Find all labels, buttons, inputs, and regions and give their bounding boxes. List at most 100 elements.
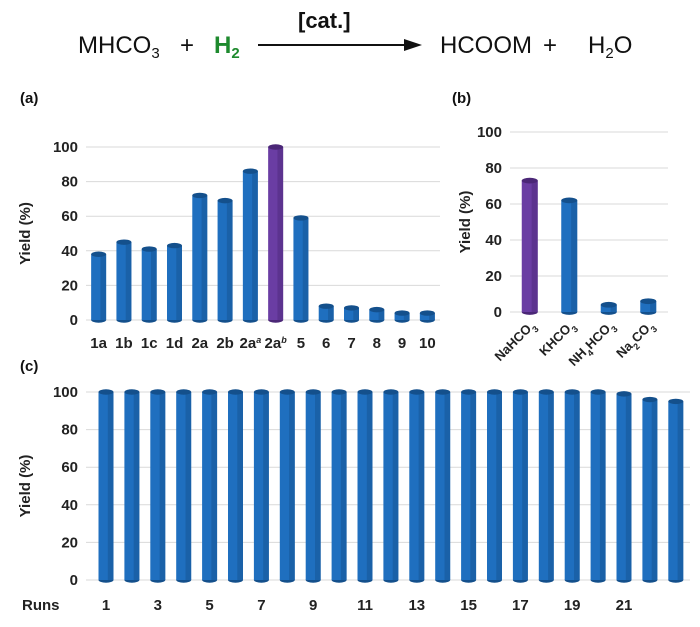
a-bar-shade xyxy=(302,217,309,320)
a-xtick-label: 6 xyxy=(322,335,330,352)
b-bar-body xyxy=(640,301,657,312)
a-bar-shade xyxy=(226,200,233,320)
a-bar-top xyxy=(344,305,359,311)
c-bar-shade xyxy=(574,392,580,580)
c-bar-body xyxy=(150,392,166,580)
a-bar xyxy=(344,305,359,323)
c-bar xyxy=(538,389,554,583)
a-bar xyxy=(217,197,233,323)
a-bar-shade xyxy=(403,313,410,320)
plus-sign-1: + xyxy=(180,32,195,59)
a-bar xyxy=(141,246,157,323)
a-xtick-base: 2a xyxy=(265,335,282,352)
a-bar-body xyxy=(192,195,208,320)
c-xlabel: Runs xyxy=(22,597,60,614)
a-xtick-base: 9 xyxy=(398,335,406,352)
c-bar-shade xyxy=(263,392,269,580)
c-bar xyxy=(331,389,347,583)
b-xtick-part: Na xyxy=(613,338,636,361)
a-bar-top xyxy=(242,168,258,174)
c-bar-body xyxy=(642,399,658,580)
a-bar-top xyxy=(167,242,182,249)
c-xtick-label: 13 xyxy=(408,597,425,614)
panel-label-c: (c) xyxy=(20,358,39,375)
c-bar-shade xyxy=(418,392,425,580)
b-xtick-label: Na2CO3 xyxy=(613,318,659,364)
b-bar xyxy=(600,301,617,315)
a-bar xyxy=(419,310,435,323)
c-ytick-label: 20 xyxy=(61,534,78,551)
a-bar-shade xyxy=(100,254,107,320)
a-xtick-label: 7 xyxy=(347,335,355,352)
c-bar-body xyxy=(357,392,373,580)
c-bar-shade xyxy=(496,392,502,580)
b-bar-shade xyxy=(610,304,617,312)
c-bar-top xyxy=(564,389,580,395)
reactant2-sub: 2 xyxy=(231,45,240,62)
c-bar-top xyxy=(357,389,373,395)
a-bar-shade xyxy=(353,307,359,320)
c-bar-body xyxy=(331,392,347,580)
a-ylabel: Yield (%) xyxy=(17,202,34,265)
a-ytick-label: 80 xyxy=(61,174,78,191)
c-bar-shade xyxy=(444,392,451,580)
a-bar-shade xyxy=(176,245,182,320)
product-h2o: H2O xyxy=(588,32,632,62)
product2-main: H xyxy=(588,32,606,59)
c-bar-top xyxy=(616,391,632,397)
c-bar xyxy=(668,398,684,583)
a-bar xyxy=(192,192,208,323)
c-xtick-label: 21 xyxy=(616,597,633,614)
b-xtick-part: 4 xyxy=(585,348,596,359)
a-xtick-base: 1d xyxy=(166,335,184,352)
a-bar-top xyxy=(394,310,410,316)
b-bar-body xyxy=(521,180,538,312)
c-bar xyxy=(564,389,580,583)
c-bar-shade xyxy=(677,401,684,580)
c-bar-body xyxy=(279,392,295,580)
c-bar xyxy=(590,389,606,583)
product2-sub: 2 xyxy=(605,45,614,62)
c-xtick-label: 19 xyxy=(564,597,581,614)
c-bar-top xyxy=(305,389,321,395)
c-bar-top xyxy=(98,389,114,395)
c-bar xyxy=(512,389,528,583)
c-bar-shade xyxy=(599,392,606,580)
a-bar-body xyxy=(419,313,435,320)
c-ylabel: Yield (%) xyxy=(17,455,34,518)
c-bar-body xyxy=(512,392,528,580)
c-bar xyxy=(357,389,373,583)
c-bar-top xyxy=(512,389,528,395)
c-bar-body xyxy=(305,392,321,580)
c-bar-top xyxy=(228,389,243,395)
a-bar-top xyxy=(369,306,385,313)
b-bar xyxy=(640,298,657,315)
a-xtick-label: 2b xyxy=(216,335,234,352)
plus-sign-2: + xyxy=(543,32,558,59)
a-bar xyxy=(394,310,410,323)
b-xtick-label: NaHCO3 xyxy=(492,318,541,367)
a-bar xyxy=(167,242,182,323)
c-ytick-label: 60 xyxy=(61,459,78,476)
c-bar-shade xyxy=(315,392,321,580)
a-bar-top xyxy=(419,310,435,316)
reaction-arrow-line xyxy=(258,44,408,46)
a-bar-body xyxy=(394,313,410,320)
c-bar-body xyxy=(590,392,606,580)
c-bar-body xyxy=(487,392,502,580)
a-bar-body xyxy=(369,309,385,320)
c-xtick-label: 17 xyxy=(512,597,529,614)
a-xtick-label: 2a xyxy=(191,335,208,352)
a-ytick-label: 0 xyxy=(70,312,78,329)
c-bar xyxy=(461,389,477,583)
a-bar-body xyxy=(344,307,359,320)
c-xtick-label: 15 xyxy=(460,597,477,614)
c-bar-body xyxy=(253,392,269,580)
a-xtick-label: 2aa xyxy=(240,335,262,352)
a-bar-top xyxy=(91,251,107,257)
c-xtick-label: 1 xyxy=(102,597,110,614)
a-xtick-label: 5 xyxy=(297,335,305,352)
a-bar-body xyxy=(141,249,157,320)
c-bar-top xyxy=(124,389,140,395)
c-bar xyxy=(305,389,321,583)
